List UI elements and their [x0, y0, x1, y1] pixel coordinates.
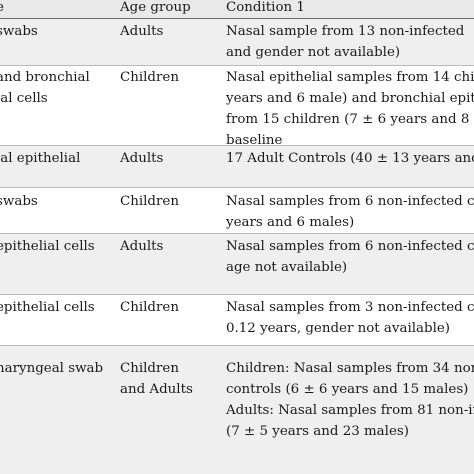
cell-type: swabs [0, 194, 38, 209]
cell-type: epithelial cells [0, 300, 95, 315]
cell-age: Children [120, 194, 179, 209]
table-header: e Age group Condition 1 [0, 0, 474, 19]
cell-condition: Nasal sample from 13 non-infected and ge… [226, 24, 465, 60]
cell-condition: Children: Nasal samples from 34 non-inf … [226, 361, 474, 439]
cell-condition: Nasal epithelial samples from 14 childre… [226, 70, 474, 148]
cell-age: Children and Adults [120, 361, 193, 397]
cell-condition: Nasal samples from 6 non-infected contro… [226, 239, 474, 275]
header-age-group: Age group [120, 0, 191, 15]
table-row: haryngeal swab Children and Adults Child… [0, 345, 474, 474]
table-row: epithelial cells Children Nasal samples … [0, 294, 474, 346]
table-row: swabs Children Nasal samples from 6 non-… [0, 187, 474, 234]
cell-type: and bronchial ial cells [0, 70, 90, 106]
header-type: e [0, 0, 4, 15]
cell-age: Adults [120, 24, 164, 39]
cell-age: Adults [120, 151, 164, 166]
cell-condition: 17 Adult Controls (40 ± 13 years and 5 [226, 151, 474, 166]
header-condition: Condition 1 [226, 0, 305, 15]
cell-age: Children [120, 70, 179, 85]
cell-age: Adults [120, 239, 164, 254]
cell-type: ial epithelial [0, 151, 81, 166]
cell-condition: Nasal samples from 6 non-infected contr … [226, 194, 474, 230]
table-row: epithelial cells Adults Nasal samples fr… [0, 233, 474, 295]
cell-type: haryngeal swab [0, 361, 104, 376]
cell-condition: Nasal samples from 3 non-infected contr … [226, 300, 474, 336]
cell-type: epithelial cells [0, 239, 95, 254]
table-row: swabs Adults Nasal sample from 13 non-in… [0, 19, 474, 65]
cell-age: Children [120, 300, 179, 315]
table-row: ial epithelial Adults 17 Adult Controls … [0, 145, 474, 188]
cell-type: swabs [0, 24, 38, 39]
table-row: and bronchial ial cells Children Nasal e… [0, 65, 474, 148]
